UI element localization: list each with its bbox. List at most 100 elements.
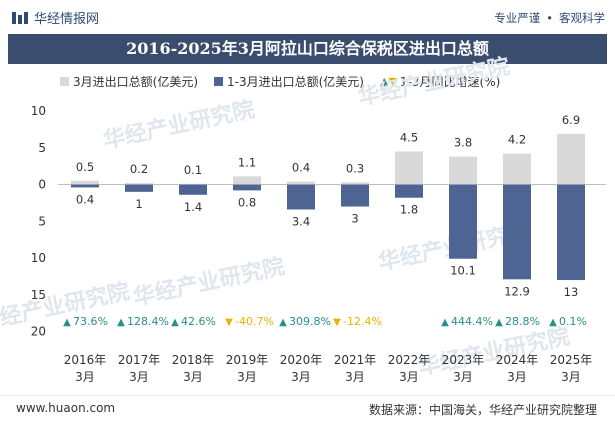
growth-label: 73.6%	[73, 315, 108, 328]
header-bar: 华经情报网 专业严谨 • 客观科学	[0, 0, 615, 34]
data-label-march: 4.2	[508, 133, 526, 147]
bar-q1	[125, 184, 153, 192]
bar-q1	[449, 184, 477, 259]
growth-label: -40.7%	[235, 315, 274, 328]
growth-down-icon: ▼	[333, 317, 341, 328]
growth-labels: ▲ 73.6% ▲ 128.4% ▲ 42.6% ▼ -40.7% ▲ 309.8% ▼ -12.4%…	[63, 315, 587, 328]
growth-up-icon: ▲	[117, 317, 125, 328]
data-label-march: 4.5	[400, 130, 418, 144]
growth-up-icon: ▲	[279, 317, 287, 328]
x-tick-label-year: 2022年	[388, 353, 431, 367]
data-label-march: 1.1	[238, 155, 256, 169]
tagline-left: 专业严谨	[494, 11, 541, 25]
watermark-text: 华经产业研究院	[101, 96, 257, 153]
bar-march	[287, 181, 315, 185]
growth-up-icon: ▲	[495, 317, 503, 328]
legend-label-q1: 1-3月进出口总额(亿美元)	[227, 75, 364, 89]
x-tick-label-month: 3月	[561, 370, 581, 384]
bar-q1	[395, 184, 423, 198]
watermark-text: 华经产业研究院	[356, 53, 512, 110]
data-label-q1: 3	[351, 212, 358, 226]
data-label-q1: 0.8	[238, 195, 256, 209]
triangle-down-icon: ▼	[388, 75, 397, 88]
x-tick-label-year: 2017年	[118, 353, 161, 367]
data-label-march: 3.8	[454, 136, 472, 150]
data-label-march: 6.9	[562, 113, 580, 127]
y-tick-label: 5	[38, 141, 46, 155]
legend-swatch-march	[60, 77, 69, 86]
bar-march	[233, 176, 261, 185]
bar-march	[449, 156, 477, 185]
x-tick-label-year: 2016年	[64, 353, 107, 367]
bar-march	[395, 151, 423, 185]
brand-logo-icon	[12, 11, 28, 24]
watermark-text: 华经产业研究院	[416, 323, 572, 380]
bars	[71, 133, 585, 281]
x-tick-label-month: 3月	[75, 370, 95, 384]
bar-q1	[287, 184, 315, 210]
growth-label: 28.8%	[505, 315, 540, 328]
x-tick-label-year: 2024年	[496, 353, 539, 367]
data-label-q1: 3.4	[292, 214, 310, 228]
legend-label-march: 3月进出口总额(亿美元)	[73, 75, 198, 89]
bar-q1	[71, 184, 99, 188]
legend-item-march: 3月进出口总额(亿美元)	[60, 73, 198, 90]
legend-swatch-q1	[214, 77, 223, 86]
growth-label: -12.4%	[343, 315, 382, 328]
x-tick-label-year: 2025年	[550, 353, 593, 367]
tagline: 专业严谨 • 客观科学	[494, 10, 605, 26]
bar-q1	[179, 184, 207, 195]
data-labels: 0.5 0.4 0.2 1 0.1 1.4 1.1 0.8 0.4 3.4 0.3 3 4.5 1.8 3.…	[76, 113, 580, 299]
bar-march	[341, 182, 369, 185]
tagline-separator: •	[546, 11, 553, 25]
data-label-march: 0.3	[346, 161, 364, 175]
data-label-q1: 0.4	[76, 192, 94, 206]
x-tick-label-month: 3月	[345, 370, 365, 384]
bar-march	[125, 183, 153, 185]
bar-q1	[341, 184, 369, 207]
brand: 华经情报网	[12, 8, 99, 27]
x-tick-label-year: 2021年	[334, 353, 377, 367]
tagline-right: 客观科学	[559, 11, 605, 25]
y-tick-label: 10	[31, 251, 46, 265]
data-label-march: 0.5	[76, 160, 94, 174]
y-tick-label: 10	[31, 104, 46, 118]
x-tick-label-month: 3月	[453, 370, 473, 384]
x-axis: 2016年 3月 2017年 3月 2018年 3月 2019年 3月 2020年 3月 2021年…	[64, 353, 593, 384]
footer-source: 数据来源：中国海关，华经产业研究院整理	[368, 403, 597, 417]
growth-up-icon: ▲	[441, 317, 449, 328]
y-tick-label: 20	[31, 325, 46, 339]
data-label-q1: 12.9	[504, 284, 530, 298]
legend-item-growth: ▲ ▼ 1-3月同比增速(%)	[380, 73, 500, 90]
data-label-q1: 1	[135, 197, 142, 211]
growth-up-icon: ▲	[63, 317, 71, 328]
x-tick-label-year: 2023年	[442, 353, 485, 367]
growth-label: 309.8%	[289, 315, 331, 328]
data-label-q1: 13	[564, 285, 579, 299]
data-label-q1: 1.8	[400, 203, 418, 217]
growth-label: 444.4%	[451, 315, 493, 328]
bar-q1	[503, 184, 531, 280]
x-tick-label-month: 3月	[507, 370, 527, 384]
data-label-march: 0.1	[184, 163, 202, 177]
data-label-q1: 1.4	[184, 200, 202, 214]
data-label-march: 0.2	[130, 162, 148, 176]
y-tick-label: 0	[38, 178, 46, 192]
y-tick-label: 15	[31, 288, 46, 302]
legend-label-growth: 1-3月同比增速(%)	[399, 75, 501, 89]
footer-website: www.huaon.com	[16, 401, 116, 415]
x-tick-label-month: 3月	[183, 370, 203, 384]
triangle-up-icon: ▲	[379, 75, 389, 88]
growth-up-icon: ▲	[171, 317, 179, 328]
bar-march	[503, 153, 531, 185]
bar-march	[71, 180, 99, 185]
growth-label: 42.6%	[181, 315, 216, 328]
chart-legend: 3月进出口总额(亿美元) 1-3月进出口总额(亿美元) ▲ ▼ 1-3月同比增速(…	[60, 73, 516, 90]
data-label-march: 0.4	[292, 161, 310, 175]
growth-label: 0.1%	[559, 315, 587, 328]
y-tick-label: 5	[38, 214, 46, 228]
bar-q1	[557, 184, 585, 281]
x-tick-label-year: 2020年	[280, 353, 323, 367]
growth-up-icon: ▲	[549, 317, 557, 328]
